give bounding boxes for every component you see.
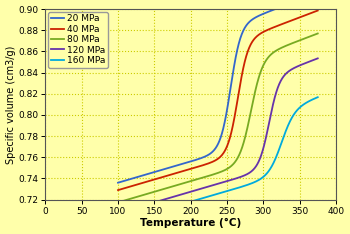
Line: 40 MPa: 40 MPa [118, 11, 318, 190]
20 MPa [288, 2, 292, 5]
20 MPa [128, 178, 132, 181]
80 MPa [116, 201, 120, 204]
Legend: 20 MPa, 40 MPa, 80 MPa, 120 MPa, 160 MPa: 20 MPa, 40 MPa, 80 MPa, 120 MPa, 160 MPa [48, 12, 108, 68]
80 MPa [237, 153, 241, 156]
160 MPa [232, 188, 236, 190]
40 MPa [116, 189, 120, 191]
120 MPa [116, 212, 120, 214]
160 MPa [288, 120, 292, 123]
Line: 20 MPa: 20 MPa [118, 0, 318, 183]
80 MPa [288, 43, 292, 46]
160 MPa [128, 218, 132, 221]
40 MPa [237, 88, 241, 91]
120 MPa [243, 174, 247, 176]
120 MPa [232, 178, 236, 180]
80 MPa [243, 135, 247, 138]
160 MPa [267, 168, 272, 171]
40 MPa [267, 28, 272, 30]
X-axis label: Temperature (°C): Temperature (°C) [140, 218, 241, 228]
40 MPa [316, 9, 320, 12]
120 MPa [288, 69, 292, 72]
160 MPa [243, 184, 247, 187]
40 MPa [232, 118, 236, 121]
120 MPa [237, 176, 241, 179]
120 MPa [267, 119, 272, 122]
80 MPa [316, 32, 320, 35]
80 MPa [267, 55, 272, 57]
Line: 160 MPa: 160 MPa [118, 97, 318, 223]
160 MPa [116, 222, 120, 224]
120 MPa [128, 208, 132, 211]
120 MPa [316, 57, 320, 60]
80 MPa [232, 162, 236, 165]
Line: 80 MPa: 80 MPa [118, 33, 318, 202]
160 MPa [316, 96, 320, 99]
20 MPa [116, 181, 120, 184]
Y-axis label: Specific volume (cm3/g): Specific volume (cm3/g) [6, 45, 15, 164]
40 MPa [128, 185, 132, 188]
20 MPa [243, 26, 247, 29]
80 MPa [128, 197, 132, 200]
20 MPa [267, 10, 272, 13]
20 MPa [237, 40, 241, 43]
160 MPa [237, 186, 241, 189]
20 MPa [232, 65, 236, 68]
40 MPa [288, 20, 292, 22]
Line: 120 MPa: 120 MPa [118, 58, 318, 213]
40 MPa [243, 58, 247, 61]
